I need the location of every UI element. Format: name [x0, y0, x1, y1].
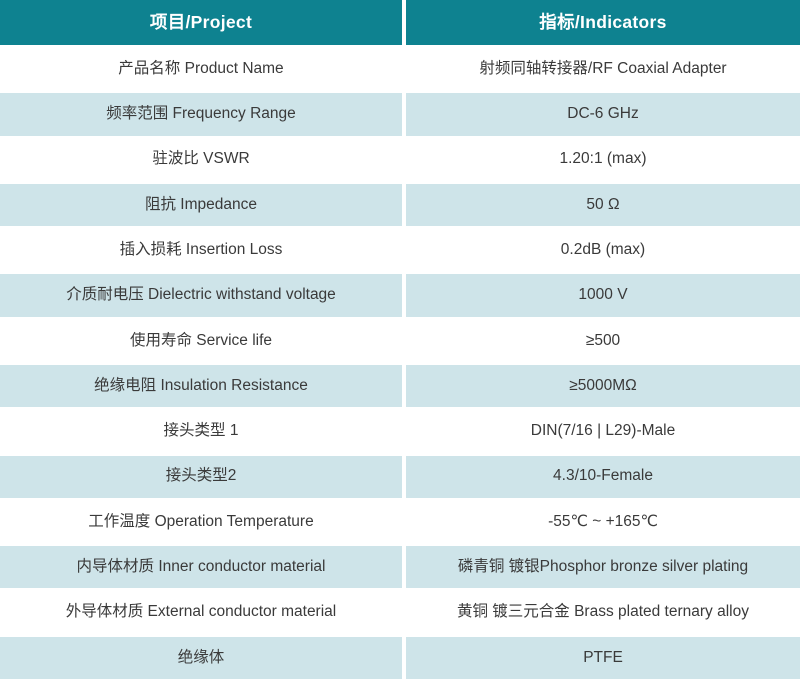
table-row: 介质耐电压 Dielectric withstand voltage 1000 …	[0, 274, 800, 317]
table-row: 内导体材质 Inner conductor material 磷青铜 镀银Pho…	[0, 546, 800, 589]
indicator-cell: PTFE	[406, 636, 800, 679]
indicator-cell: DC-6 GHz	[406, 93, 800, 136]
table-row: 外导体材质 External conductor material 黄铜 镀三元…	[0, 591, 800, 634]
indicator-cell: 1.20:1 (max)	[406, 138, 800, 181]
project-cell: 介质耐电压 Dielectric withstand voltage	[0, 274, 402, 317]
project-cell: 绝缘体	[0, 636, 402, 679]
table-row: 驻波比 VSWR 1.20:1 (max)	[0, 138, 800, 181]
table-row: 产品名称 Product Name 射频同轴转接器/RF Coaxial Ada…	[0, 48, 800, 91]
table-header-row: 项目/Project 指标/Indicators	[0, 0, 800, 45]
indicator-cell: -55℃ ~ +165℃	[406, 500, 800, 544]
indicator-cell: ≥5000MΩ	[406, 364, 800, 408]
project-cell: 阻抗 Impedance	[0, 183, 402, 227]
project-cell: 驻波比 VSWR	[0, 138, 402, 181]
header-indicators-cell: 指标/Indicators	[406, 0, 800, 45]
project-cell: 插入损耗 Insertion Loss	[0, 229, 402, 272]
project-cell: 外导体材质 External conductor material	[0, 591, 402, 634]
indicator-cell: 50 Ω	[406, 183, 800, 227]
indicator-cell: 射频同轴转接器/RF Coaxial Adapter	[406, 48, 800, 91]
project-cell: 接头类型 1	[0, 410, 402, 453]
table-row: 插入损耗 Insertion Loss 0.2dB (max)	[0, 229, 800, 272]
indicator-cell: 4.3/10-Female	[406, 455, 800, 498]
project-cell: 内导体材质 Inner conductor material	[0, 546, 402, 589]
project-cell: 绝缘电阻 Insulation Resistance	[0, 364, 402, 408]
project-cell: 工作温度 Operation Temperature	[0, 500, 402, 544]
project-cell: 使用寿命 Service life	[0, 319, 402, 362]
indicator-cell: 磷青铜 镀银Phosphor bronze silver plating	[406, 546, 800, 589]
header-project-cell: 项目/Project	[0, 0, 402, 45]
indicator-cell: 黄铜 镀三元合金 Brass plated ternary alloy	[406, 591, 800, 634]
indicator-cell: ≥500	[406, 319, 800, 362]
table-row: 工作温度 Operation Temperature -55℃ ~ +165℃	[0, 500, 800, 544]
project-cell: 接头类型2	[0, 455, 402, 498]
table-row: 绝缘电阻 Insulation Resistance ≥5000MΩ	[0, 364, 800, 408]
project-cell: 产品名称 Product Name	[0, 48, 402, 91]
table-row: 使用寿命 Service life ≥500	[0, 319, 800, 362]
table-row: 接头类型 1 DIN(7/16 | L29)-Male	[0, 410, 800, 453]
table-row: 阻抗 Impedance 50 Ω	[0, 183, 800, 227]
table-row: 绝缘体 PTFE	[0, 636, 800, 679]
indicator-cell: 0.2dB (max)	[406, 229, 800, 272]
project-cell: 频率范围 Frequency Range	[0, 93, 402, 136]
table-row: 接头类型2 4.3/10-Female	[0, 455, 800, 498]
table-row: 频率范围 Frequency Range DC-6 GHz	[0, 93, 800, 136]
indicator-cell: DIN(7/16 | L29)-Male	[406, 410, 800, 453]
indicator-cell: 1000 V	[406, 274, 800, 317]
